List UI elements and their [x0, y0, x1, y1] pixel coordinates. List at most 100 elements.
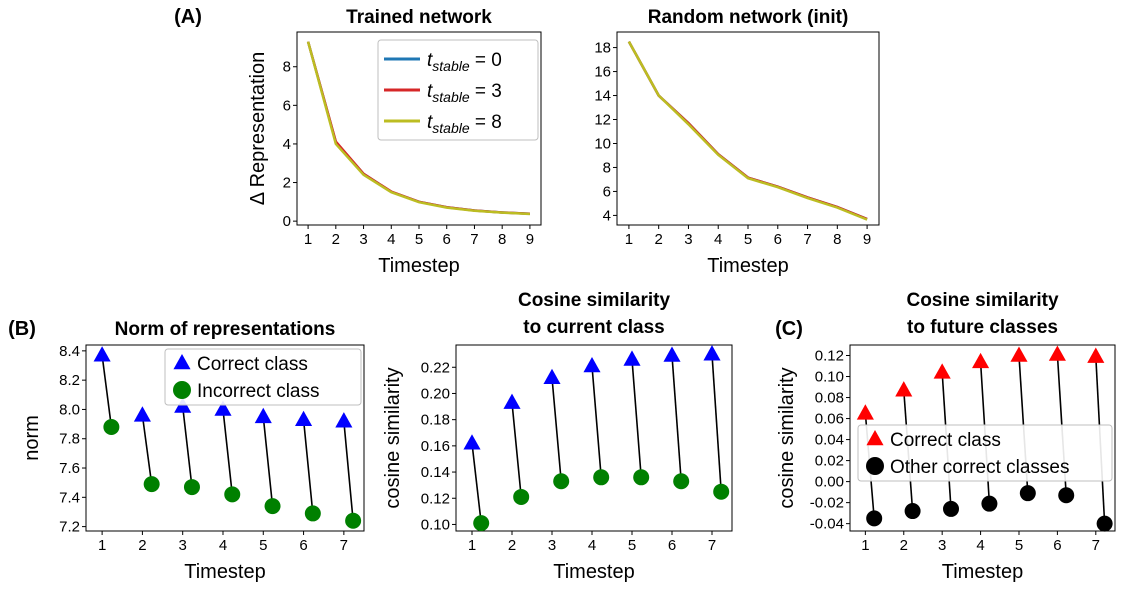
x-tick-label: 5 — [744, 231, 752, 248]
y-tick-label: 0.18 — [421, 412, 450, 429]
x-tick-label: 1 — [468, 537, 476, 554]
plot-title: to future classes — [907, 317, 1058, 338]
y-tick-label: 8.0 — [59, 401, 80, 418]
y-axis-label: Δ Representation — [247, 52, 269, 205]
other-class-marker — [593, 469, 610, 486]
plot-frame — [85, 344, 365, 532]
x-tick-label: 4 — [588, 537, 596, 554]
series-line — [306, 41, 530, 216]
x-tick-label: 6 — [1053, 537, 1061, 554]
panel-label-b: (B) — [8, 318, 36, 340]
connector-line — [302, 419, 314, 514]
correct-class-marker — [972, 352, 990, 369]
other-class-marker — [981, 495, 998, 512]
connector-line — [671, 355, 682, 482]
y-axis-label: cosine similarity — [382, 367, 404, 508]
plot-title: Random network (init) — [648, 7, 849, 28]
y-tick-label: 6 — [283, 97, 291, 114]
legend: Correct class Other correct classes — [857, 424, 1113, 482]
y-tick-label: 7.4 — [59, 489, 80, 506]
correct-class-marker — [254, 407, 272, 424]
y-tick-label: -0.04 — [810, 516, 844, 533]
x-tick-label: 8 — [498, 231, 506, 248]
y-tick-label: 8 — [283, 59, 291, 76]
correct-class-marker — [933, 363, 951, 379]
legend-entry: Incorrect class — [197, 381, 319, 402]
y-tick-label: 0.04 — [815, 432, 844, 449]
y-tick-label: 14 — [594, 88, 611, 105]
connector-line — [141, 415, 153, 485]
x-tick-label: 3 — [684, 231, 692, 248]
y-tick-label: 0.12 — [815, 348, 844, 365]
y-tick-label: 16 — [594, 64, 611, 81]
x-tick-label: 1 — [625, 231, 633, 248]
x-tick-label: 3 — [359, 231, 367, 248]
x-tick-label: 5 — [1015, 537, 1023, 554]
x-tick-label: 2 — [900, 537, 908, 554]
series-line — [627, 40, 868, 221]
plot-norm-of-representations: 1 2 3 4 5 6 7 7.2 7.4 7.6 7.8 8.0 8.2 8.4 Timestep Norm… — [21, 319, 365, 583]
legend-frame — [857, 424, 1113, 482]
y-tick-label: 7.8 — [59, 431, 80, 448]
x-tick-label: 9 — [863, 231, 871, 248]
connector-line — [631, 359, 642, 478]
other-class-marker — [103, 419, 120, 436]
x-tick-label: 4 — [976, 537, 984, 554]
y-tick-label: 0.02 — [815, 453, 844, 470]
x-tick-label: 2 — [508, 537, 516, 554]
plot-cosine-future-classes: 1 2 3 4 5 6 7 -0.04 -0.02 0.00 0.02 0.04 0.06 0.08 0.1… — [776, 290, 1116, 583]
y-tick-label: 6 — [603, 183, 611, 200]
plot-frame — [849, 344, 1116, 532]
plot-frame — [616, 31, 880, 226]
correct-class-marker — [663, 346, 681, 362]
correct-class-marker — [133, 406, 151, 422]
connector-line — [101, 355, 113, 428]
other-class-marker — [904, 503, 921, 520]
correct-class-marker — [214, 400, 232, 416]
y-tick-label: 0.20 — [421, 385, 450, 402]
y-tick-label: 8 — [603, 159, 611, 176]
connector-line — [343, 421, 354, 521]
x-tick-label: 4 — [219, 537, 227, 554]
other-class-marker — [1096, 515, 1113, 532]
legend-swatch — [173, 381, 191, 399]
x-tick-label: 8 — [833, 231, 841, 248]
x-axis-label: Timestep — [942, 561, 1024, 583]
x-tick-label: 7 — [708, 537, 716, 554]
y-tick-label: 0.14 — [421, 464, 450, 481]
x-axis-label: Timestep — [707, 255, 789, 277]
y-tick-label: 10 — [594, 135, 611, 152]
x-axis-label: Timestep — [184, 561, 266, 583]
x-tick-label: 9 — [526, 231, 534, 248]
connector-line — [181, 406, 193, 488]
correct-class-marker — [1087, 347, 1105, 363]
y-tick-label: 7.6 — [59, 460, 80, 477]
other-class-marker — [553, 473, 570, 490]
series-line — [627, 40, 868, 221]
correct-class-marker — [583, 356, 601, 373]
other-class-marker — [473, 515, 490, 532]
x-tick-label: 3 — [938, 537, 946, 554]
plot-title: to current class — [523, 317, 665, 338]
x-tick-label: 1 — [98, 537, 106, 554]
x-tick-label: 7 — [470, 231, 478, 248]
other-class-marker — [345, 512, 362, 529]
correct-class-marker — [543, 368, 561, 385]
legend-entry: Correct class — [197, 354, 308, 375]
panel-label-a: (A) — [174, 6, 202, 28]
x-tick-label: 7 — [1092, 537, 1100, 554]
x-tick-label: 6 — [774, 231, 782, 248]
other-class-marker — [673, 473, 690, 490]
legend-swatch — [866, 457, 884, 475]
x-axis-label: Timestep — [553, 561, 635, 583]
y-tick-label: 8.4 — [59, 343, 80, 360]
x-tick-label: 4 — [387, 231, 395, 248]
connector-line — [262, 416, 274, 507]
other-class-marker — [1019, 485, 1036, 502]
plot-title: Norm of representations — [115, 319, 336, 340]
y-axis-label: cosine similarity — [776, 367, 798, 508]
legend-frame — [164, 348, 362, 406]
other-class-marker — [143, 476, 160, 493]
